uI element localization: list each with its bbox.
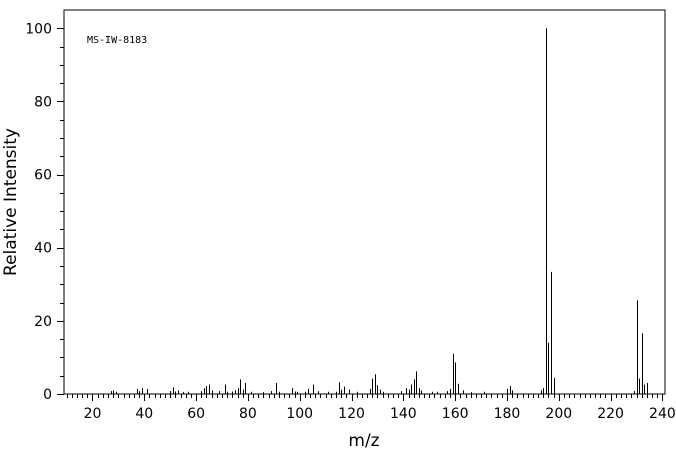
y-axis-title: Relative Intensity [1,128,21,276]
y-tick-label: 100 [25,21,52,37]
y-tick-label: 0 [43,387,52,403]
x-axis: 20 40 60 80 100 120 140 160 180 200 220 240 [67,394,676,422]
x-tick-label: 20 [84,406,102,422]
y-tick-label: 60 [34,168,52,184]
x-tick-label: 200 [545,406,572,422]
y-axis: 0 20 40 60 80 100 [25,21,64,403]
x-tick-label: 180 [494,406,521,422]
x-tick-label: 140 [390,406,417,422]
plot-frame [63,9,666,395]
x-tick-label: 220 [597,406,624,422]
y-tick-label: 40 [34,241,52,257]
x-axis-title: m/z [348,431,379,451]
y-tick-label: 80 [34,94,52,110]
peak-bars [111,28,648,394]
x-tick-label: 240 [649,406,676,422]
x-tick-label: 60 [187,406,205,422]
x-tick-label: 160 [442,406,469,422]
x-tick-label: 80 [239,406,257,422]
spectrum-id-label: MS-IW-8183 [87,35,147,46]
x-tick-label: 100 [286,406,313,422]
x-tick-label: 120 [338,406,365,422]
y-tick-label: 20 [34,314,52,330]
x-tick-label: 40 [135,406,153,422]
